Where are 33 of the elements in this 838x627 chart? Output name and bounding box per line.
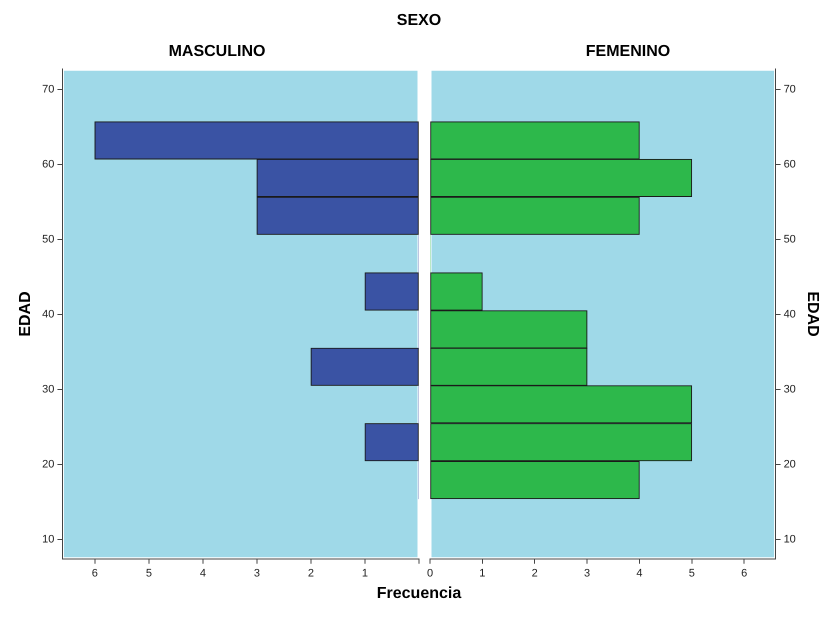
x-tick-label: 1 xyxy=(479,567,486,580)
y-tick-label: 60 xyxy=(784,158,796,170)
x-tick-label: 6 xyxy=(741,567,748,580)
y-tick-label: 70 xyxy=(42,83,54,96)
y-axis-title: EDAD xyxy=(17,291,34,337)
text: FEMENINO xyxy=(586,43,670,60)
x-tick-label: 4 xyxy=(636,567,642,580)
text: MASCULINO xyxy=(168,43,266,60)
y-tick-label: 40 xyxy=(42,308,54,320)
y-tick-label: 50 xyxy=(784,233,796,246)
y-tick-label: 10 xyxy=(42,533,54,546)
y-tick-label: 40 xyxy=(784,308,796,320)
y-tick-label: 30 xyxy=(784,383,796,396)
x-tick-label: 3 xyxy=(584,567,590,580)
x-tick-label: 0 xyxy=(426,567,434,580)
x-axis-title: Frecuencia xyxy=(376,585,462,603)
y-tick-label: 20 xyxy=(784,458,796,470)
x-tick-label: 2 xyxy=(532,567,538,580)
x-tick-label: 3 xyxy=(254,567,260,580)
y-tick-label: 50 xyxy=(42,233,54,246)
y-tick-label: 10 xyxy=(784,533,796,546)
x-tick-label: 5 xyxy=(688,567,695,580)
y-tick-label: 70 xyxy=(784,83,796,96)
chart-title: SEXO xyxy=(396,12,442,30)
x-tick-label: 2 xyxy=(308,567,314,580)
y-tick-label: 20 xyxy=(42,458,54,470)
x-tick-label: 5 xyxy=(146,567,152,580)
x-tick-label: 4 xyxy=(200,567,206,580)
x-tick-label: 1 xyxy=(362,567,368,580)
y-tick-label: 30 xyxy=(42,383,54,396)
x-tick-label: 6 xyxy=(92,567,98,580)
y-tick-label: 60 xyxy=(42,158,54,170)
y-axis-title: EDAD xyxy=(804,291,821,337)
